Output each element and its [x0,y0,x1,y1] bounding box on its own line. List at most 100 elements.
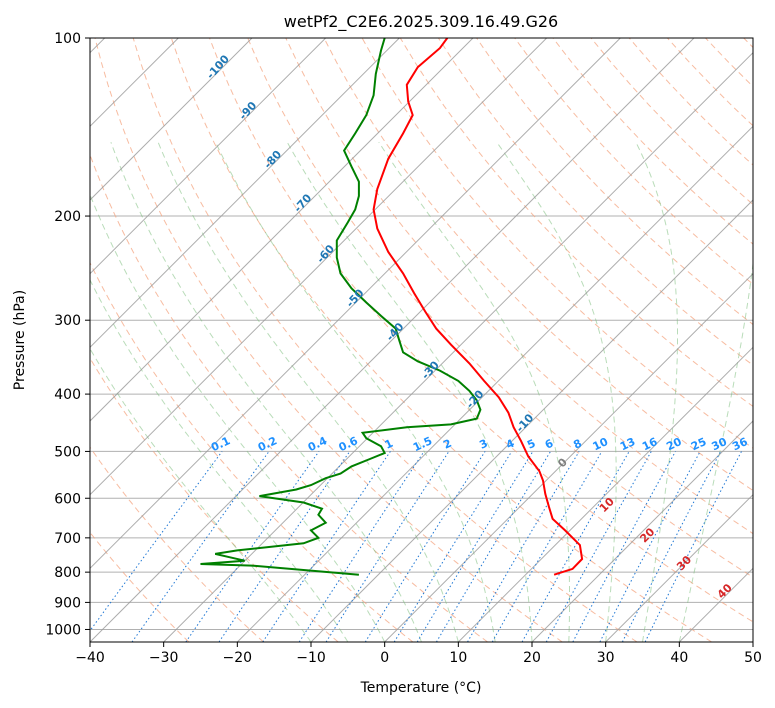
x-tick-label: −40 [75,650,105,666]
isotherm-line [678,567,753,642]
x-tick-label: −10 [296,650,326,666]
y-tick-label: 1000 [45,622,81,638]
y-tick-label: 900 [54,595,81,611]
dry-adiabat [285,38,753,535]
mixing-ratio-line [416,451,534,642]
mixing-ratio-label: 20 [664,435,684,453]
moist-adiabat [90,347,312,642]
isotherm-line [163,51,753,642]
isotherm-line [90,38,695,642]
y-tick-label: 400 [54,387,81,403]
isotherm-line [531,420,753,642]
x-tick-label: −30 [149,650,179,666]
moist-adiabat [90,278,349,642]
y-axis-label: Pressure (hPa) [12,290,28,390]
dry-adiabat [323,38,753,492]
x-tick-label: 10 [449,650,467,666]
dry-adiabat [90,153,488,642]
plot-frame [89,37,754,643]
moist-adiabat [496,141,617,642]
mixing-ratio-label: 13 [618,435,637,453]
moist-adiabat [286,141,533,642]
mixing-ratio-label: 30 [710,435,730,453]
series-temperature [372,38,584,576]
mixing-ratio-line [393,451,513,642]
dry-adiabat [667,38,753,127]
x-tick-label: 30 [597,650,615,666]
wetbulb-label: 40 [715,581,735,601]
y-tick-label: 600 [54,491,81,507]
isotherm-line [90,38,548,496]
mixing-ratio-line [435,451,552,642]
moist-adiabat [110,142,422,642]
isotherm-label: -100 [204,52,232,81]
mixing-ratio-line [298,451,425,642]
mixing-ratio-line [364,451,486,642]
mixing-ratio-label: 4 [504,437,517,452]
mixing-ratio-line [644,451,742,642]
moist-adiabat [635,141,678,642]
isotherm-line [90,38,327,275]
isotherm-line [457,346,753,642]
moist-adiabat [215,141,496,642]
mixing-ratio-line [218,451,351,642]
dry-adiabat [247,38,753,578]
dry-adiabat [90,357,339,642]
dry-adiabat [90,261,414,642]
x-tick-label: 50 [744,650,762,666]
dry-adiabat [552,38,753,245]
series-dewpoint [200,38,482,576]
x-tick-label: 40 [670,650,688,666]
dry-adiabat [705,38,753,88]
mixing-ratio-line [262,451,391,642]
mixing-ratio-label: 25 [689,435,708,453]
isotherm-line [236,125,753,642]
isotherm-line [752,641,753,642]
dry-adiabat [94,38,563,642]
wetbulb-label: 20 [637,525,657,545]
isotherm-line [605,493,753,642]
mixing-ratio-line [521,451,630,642]
y-axis-ticks: 1000 900 800 700 600 500 400 300 200 100 [45,31,90,638]
isotherm-line [90,38,253,201]
x-axis-label: Temperature (°C) [360,680,482,696]
mixing-ratio-line [185,451,320,642]
y-tick-label: 100 [54,31,81,47]
y-tick-label: 200 [54,209,81,225]
dry-adiabat [476,38,753,326]
dry-adiabat [90,531,190,642]
moist-adiabat [378,141,570,642]
y-tick-label: 800 [54,565,81,581]
moist-adiabat [678,259,753,642]
mixing-ratio-line [325,451,450,642]
x-tick-label: 20 [523,650,541,666]
wetbulb-label: 0 [555,455,570,470]
isotherm-label: -70 [291,191,314,215]
dry-adiabat [743,38,753,49]
mixing-ratio-label: 16 [640,435,660,453]
mixing-ratio-line [621,451,722,642]
mixing-ratio-line [467,451,580,642]
background-lines [90,38,753,642]
y-tick-label: 300 [54,313,81,329]
data-series [200,38,584,576]
y-tick-label: 500 [54,444,81,460]
mixing-ratio-label: 6 [543,437,556,452]
x-axis-ticks: −40 −30 −20 −10 0 10 20 30 40 50 [75,642,762,666]
dry-adiabat [90,446,264,642]
moist-adiabat [157,142,459,642]
dry-adiabat [437,38,753,366]
dry-adiabat [209,38,753,623]
isotherm-label: -40 [384,320,407,344]
isotherm-line [90,38,621,570]
isotherm-label: -20 [464,387,487,411]
mixing-ratio-line [599,451,701,642]
y-tick-label: 700 [54,531,81,547]
isotherm-label: -90 [236,99,259,123]
x-tick-label: −20 [223,650,253,666]
mixing-ratio-label: 36 [730,435,750,453]
isotherm-line [90,38,400,349]
isotherm-label: -80 [261,148,284,172]
moist-adiabat [90,193,386,642]
